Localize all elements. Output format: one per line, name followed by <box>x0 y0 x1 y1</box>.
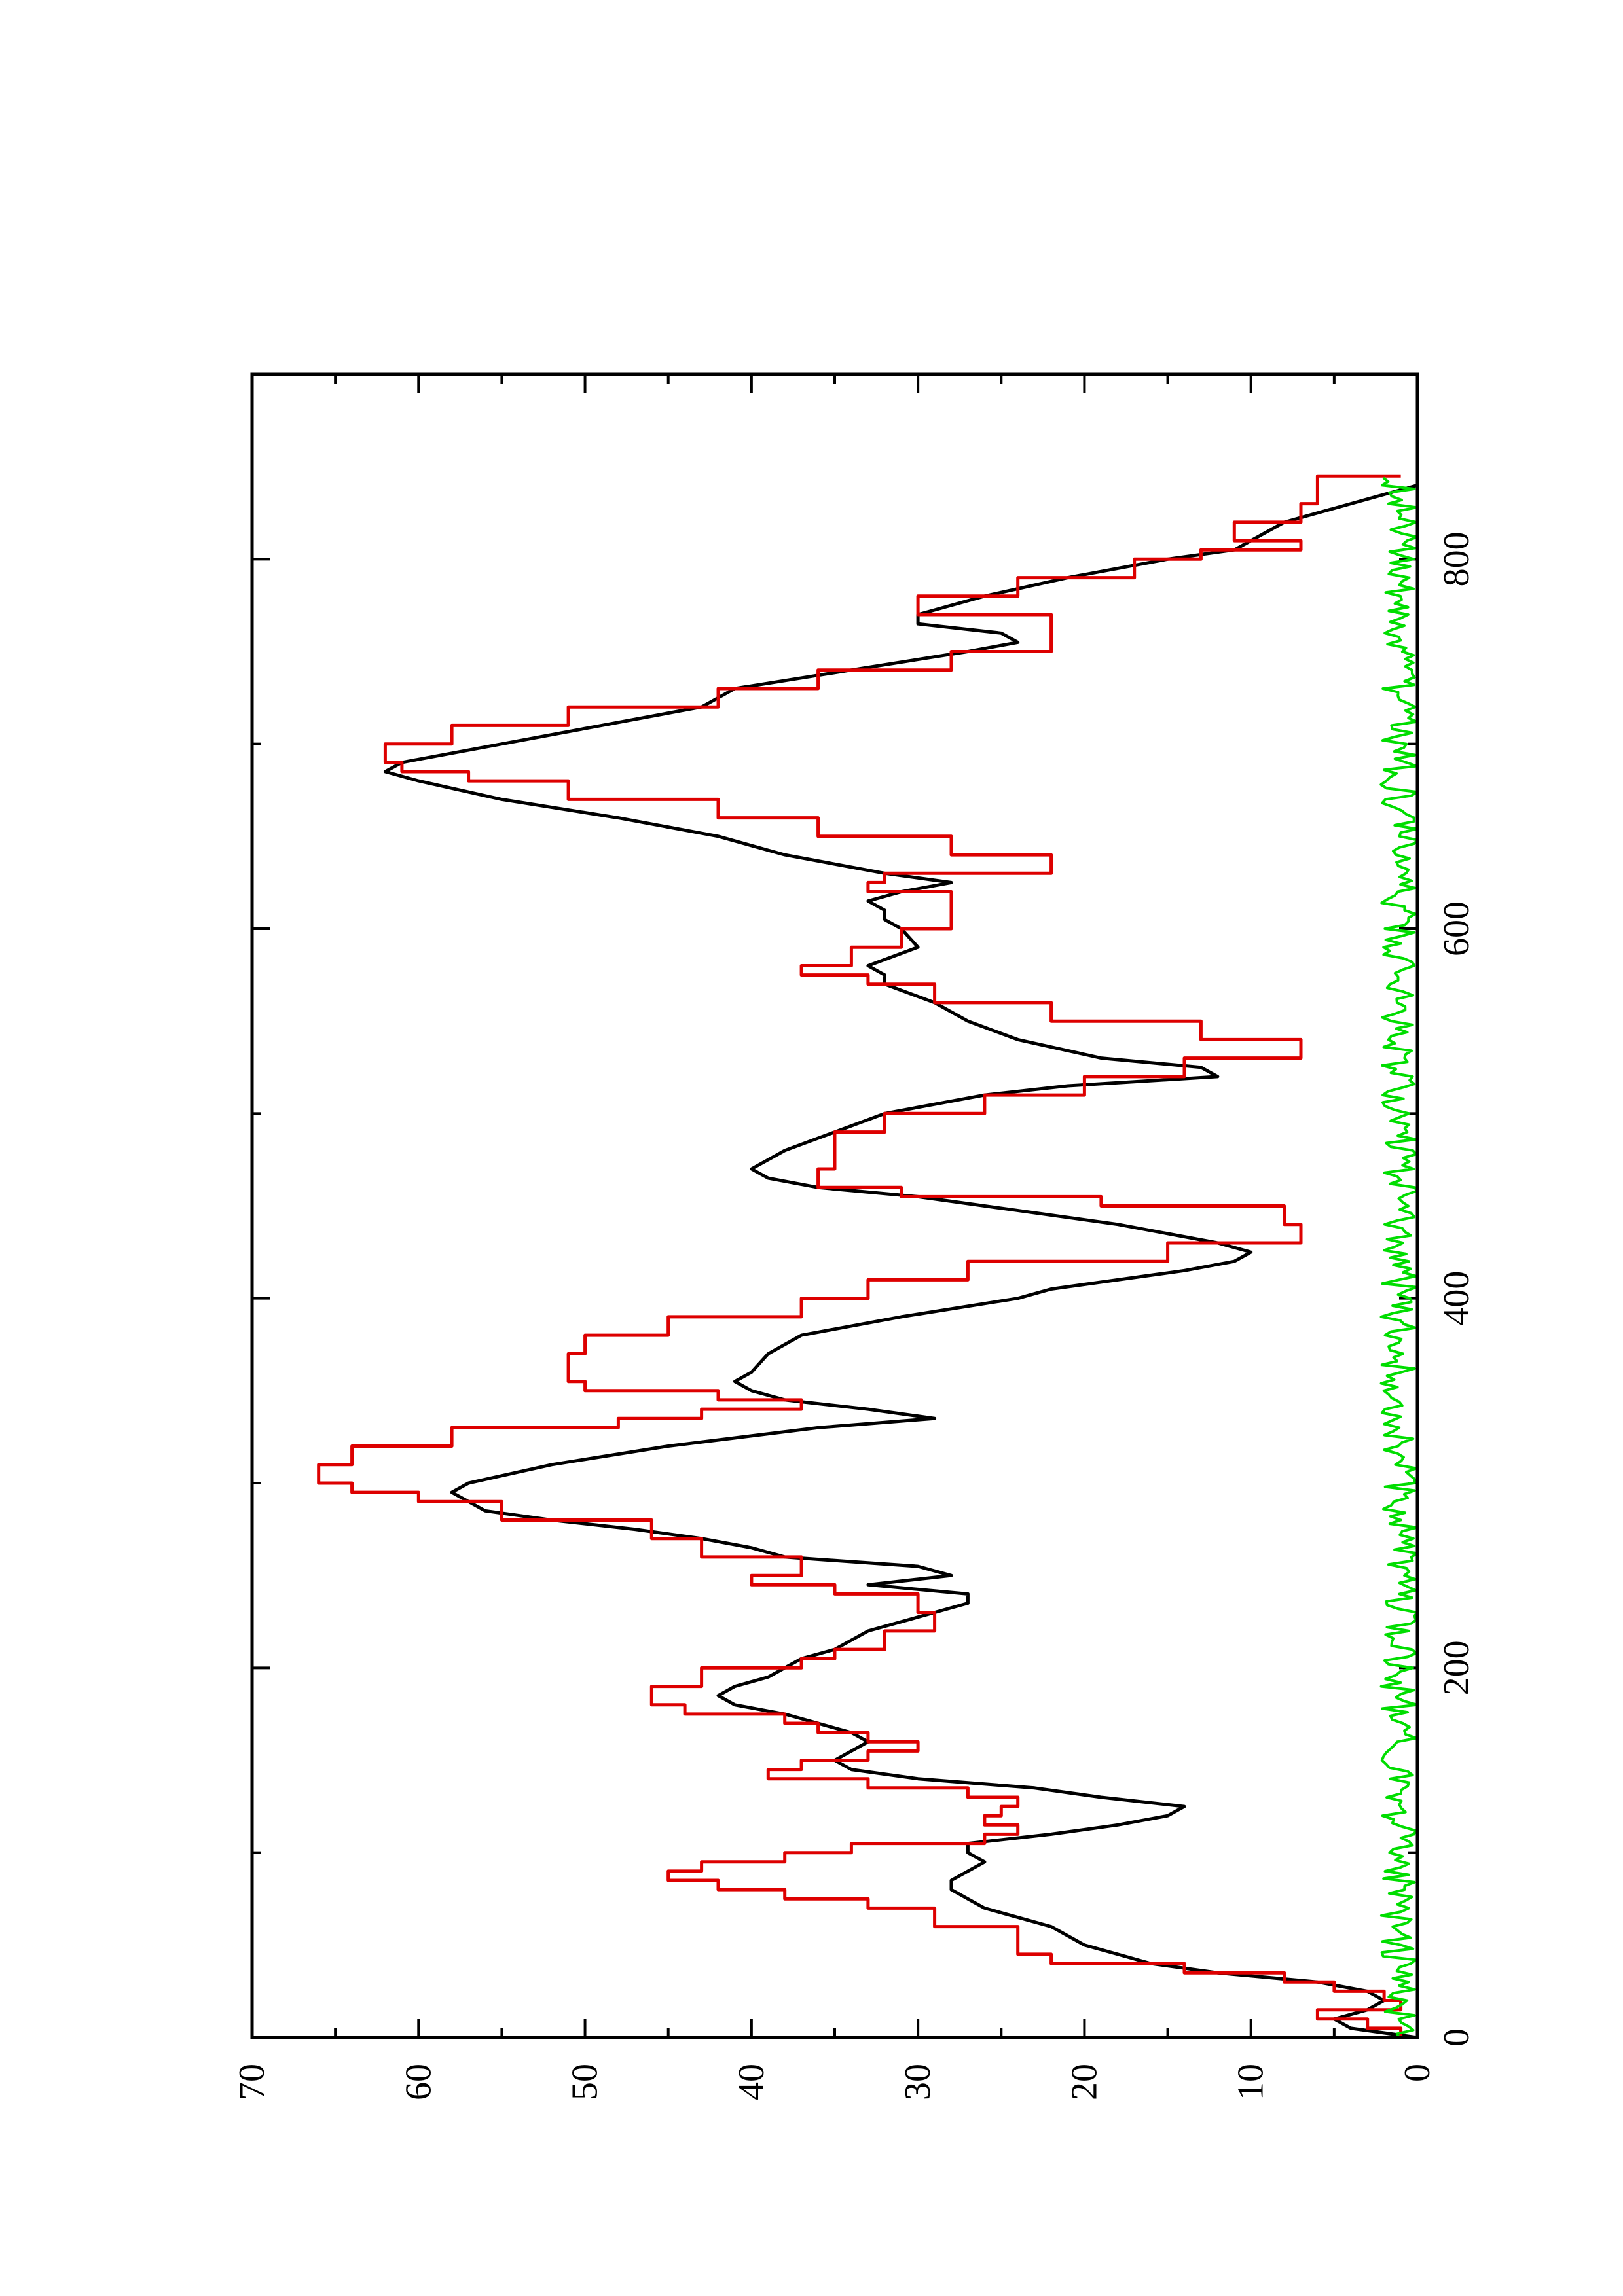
x-tick-label: 400 <box>1436 1271 1477 1326</box>
y-tick-label: 30 <box>898 2064 938 2100</box>
y-tick-label: 10 <box>1231 2064 1271 2100</box>
y-tick-label: 0 <box>1397 2064 1438 2082</box>
series-layer <box>317 474 1419 2039</box>
labels-layer: 0 200 400 600 800 0 10 20 30 40 50 60 70 <box>232 531 1477 2100</box>
x-tick-label: 0 <box>1436 2028 1477 2047</box>
series-line-2 <box>1379 476 1419 2039</box>
x-tick-label: 600 <box>1436 901 1477 956</box>
y-tick-label: 60 <box>398 2064 439 2100</box>
y-tick-label: 40 <box>731 2064 772 2100</box>
y-tick-label: 70 <box>232 2064 272 2100</box>
plot-frame <box>250 372 1419 2039</box>
series-line-0 <box>383 476 1419 2039</box>
y-tick-label: 20 <box>1064 2064 1104 2100</box>
x-tick-label: 800 <box>1436 531 1477 586</box>
x-tick-label: 200 <box>1436 1640 1477 1695</box>
y-tick-label: 50 <box>565 2064 606 2100</box>
series-line-1 <box>317 474 1403 2037</box>
